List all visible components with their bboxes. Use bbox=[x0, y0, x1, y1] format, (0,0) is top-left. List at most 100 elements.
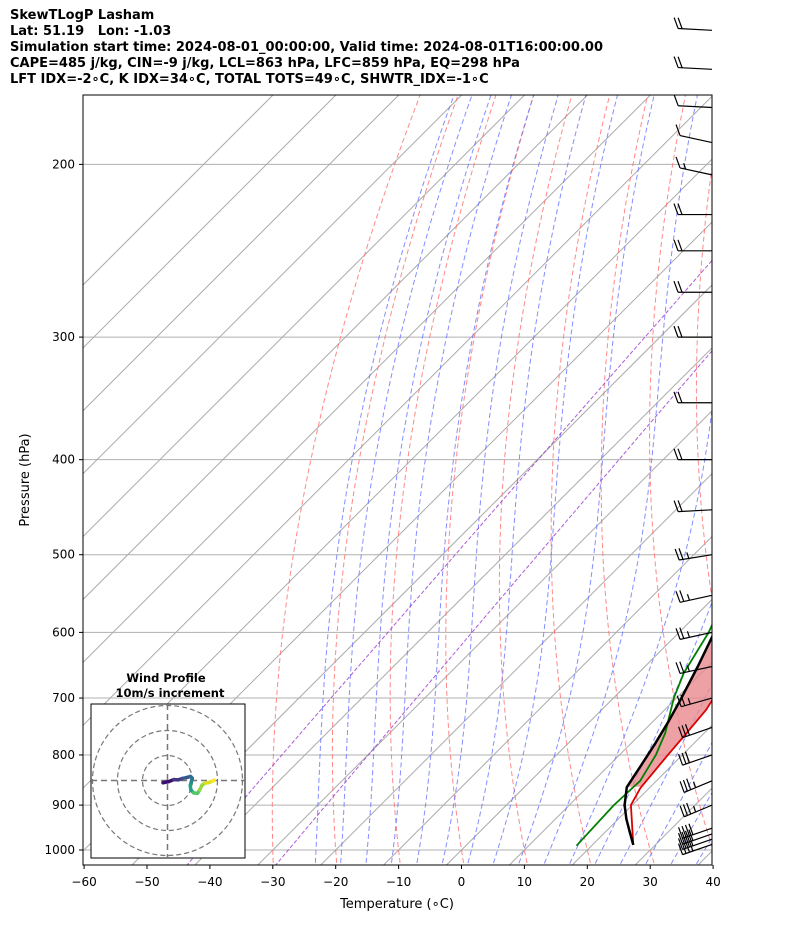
y-tick-label: 800 bbox=[52, 748, 75, 762]
x-tick-label: 10 bbox=[517, 875, 532, 889]
moist-adiabat-line bbox=[365, 95, 492, 865]
isotherm-line bbox=[319, 472, 712, 865]
dry-adiabat-line bbox=[600, 95, 656, 865]
x-tick-label: 40 bbox=[705, 875, 720, 889]
x-tick-label: −50 bbox=[134, 875, 159, 889]
mixing-ratio-line bbox=[275, 350, 712, 865]
x-tick-label: 0 bbox=[458, 875, 466, 889]
dry-adiabat-line bbox=[649, 95, 712, 849]
wind-barb bbox=[673, 281, 712, 293]
y-tick-label: 1000 bbox=[44, 843, 75, 857]
x-tick-label: −40 bbox=[197, 875, 222, 889]
isotherm-line bbox=[83, 95, 400, 412]
chart-title-block: SkewTLogP Lasham Lat: 51.19 Lon: -1.03 S… bbox=[10, 8, 603, 88]
moist-adiabat-line bbox=[718, 0, 794, 871]
dry-adiabat-line bbox=[445, 95, 535, 865]
wind-barb bbox=[676, 694, 713, 708]
wind-barb bbox=[673, 56, 713, 70]
temperature-line bbox=[630, 698, 712, 845]
wind-barb bbox=[677, 834, 713, 850]
indices-line-1: CAPE=485 j/kg, CIN=-9 j/kg, LCL=863 hPa,… bbox=[10, 56, 520, 71]
wind-barb bbox=[675, 590, 713, 603]
wind-barb bbox=[673, 94, 713, 109]
location-line: Lat: 51.19 Lon: -1.03 bbox=[10, 24, 172, 39]
dry-adiabat-line bbox=[695, 163, 712, 602]
x-axis-label: Temperature (∘C) bbox=[339, 897, 454, 912]
moist-adiabat-line bbox=[517, 95, 655, 865]
wind-barb bbox=[673, 203, 712, 216]
dry-adiabat-line bbox=[550, 95, 611, 865]
cin-area bbox=[627, 637, 712, 787]
dry-adiabat-line bbox=[786, 0, 794, 871]
isotherm-line bbox=[83, 95, 463, 475]
inset-title: Wind Profile bbox=[126, 671, 206, 685]
dry-adiabat-line bbox=[742, 0, 794, 871]
dry-adiabat-line bbox=[498, 95, 573, 865]
wind-barb bbox=[675, 661, 713, 675]
dry-adiabat-line bbox=[331, 95, 459, 865]
wind-barb bbox=[673, 391, 712, 404]
wind-barb bbox=[679, 802, 713, 818]
wind-barb bbox=[675, 627, 713, 640]
dewpoint-line bbox=[575, 622, 712, 847]
x-tick-label: 20 bbox=[580, 875, 595, 889]
moist-adiabat-line bbox=[568, 405, 712, 865]
wind-barb bbox=[674, 548, 713, 561]
inset-ring bbox=[116, 729, 219, 832]
y-tick-label: 300 bbox=[52, 330, 75, 344]
isotherm-line bbox=[83, 95, 526, 538]
x-tick-label: −20 bbox=[323, 875, 348, 889]
times-line: Simulation start time: 2024-08-01_00:00:… bbox=[10, 40, 603, 55]
x-tick-label: −10 bbox=[386, 875, 411, 889]
isotherm-line bbox=[257, 410, 712, 865]
dry-adiabat-line bbox=[271, 95, 421, 865]
wind-barb bbox=[675, 124, 713, 144]
isotherm-line bbox=[445, 598, 712, 865]
moist-adiabat-line bbox=[669, 791, 712, 865]
moist-adiabat-line bbox=[695, 836, 712, 865]
isotherm-line bbox=[83, 95, 337, 349]
moist-adiabat-line bbox=[466, 95, 587, 865]
y-tick-label: 600 bbox=[52, 625, 75, 639]
moist-adiabat-line bbox=[314, 95, 455, 865]
wind-barb bbox=[673, 325, 712, 338]
isotherm-line bbox=[382, 535, 712, 865]
moist-adiabat-line bbox=[492, 95, 619, 865]
plot-frame bbox=[82, 94, 713, 866]
wind-barb bbox=[675, 156, 713, 176]
isotherm-line bbox=[131, 284, 712, 865]
wind-barb bbox=[677, 751, 713, 766]
moist-adiabat-line bbox=[390, 95, 512, 865]
y-tick-label: 400 bbox=[52, 453, 75, 467]
x-tick-label: −60 bbox=[71, 875, 96, 889]
moist-adiabat-line bbox=[543, 95, 698, 865]
hodograph-segment bbox=[210, 778, 216, 783]
wind-barb bbox=[673, 239, 712, 252]
wind-barb bbox=[679, 778, 713, 794]
y-tick-label: 500 bbox=[52, 548, 75, 562]
inset-subtitle: 10m/s increment bbox=[116, 686, 225, 700]
moist-adiabat-line bbox=[416, 95, 535, 865]
isotherm-line bbox=[83, 95, 274, 286]
isotherm-line bbox=[697, 850, 712, 865]
moist-adiabat-line bbox=[593, 600, 712, 865]
moist-adiabat-line bbox=[441, 95, 559, 865]
y-tick-label: 200 bbox=[52, 157, 75, 171]
moist-adiabat-line bbox=[339, 95, 473, 865]
indices-line-2: LFT IDX=-2∘C, K IDX=34∘C, TOTAL TOTS=49∘… bbox=[10, 72, 489, 87]
x-tick-label: −30 bbox=[260, 875, 285, 889]
wind-barb bbox=[673, 500, 713, 513]
isotherm-line bbox=[83, 95, 589, 601]
y-tick-label: 900 bbox=[52, 798, 75, 812]
chart-title: SkewTLogP Lasham bbox=[10, 8, 155, 23]
dry-adiabat-line bbox=[389, 95, 497, 865]
y-axis-label: Pressure (hPa) bbox=[18, 433, 33, 526]
isotherm-line bbox=[508, 661, 712, 865]
y-tick-label: 700 bbox=[52, 691, 75, 705]
x-tick-label: 30 bbox=[643, 875, 658, 889]
wind-barb bbox=[673, 448, 712, 461]
moist-adiabat-line bbox=[619, 682, 712, 865]
wind-barb bbox=[673, 17, 713, 31]
isotherm-line bbox=[755, 0, 794, 871]
